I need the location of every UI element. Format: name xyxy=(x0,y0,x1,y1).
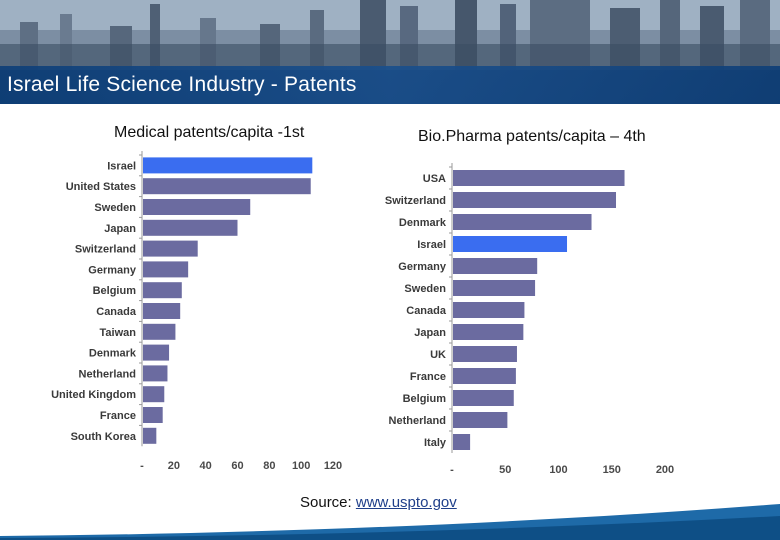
category-label: Sweden xyxy=(404,283,446,295)
bar-canada xyxy=(143,303,181,319)
x-tick-label: 50 xyxy=(499,464,511,476)
bar-germany xyxy=(143,261,189,278)
category-label: Switzerland xyxy=(385,195,446,207)
category-label: Switzerland xyxy=(75,244,136,256)
medical-chart-title: Medical patents/capita -1st xyxy=(114,124,305,141)
category-label: Israel xyxy=(417,239,446,251)
bar-sweden xyxy=(143,199,251,215)
bar-france xyxy=(453,368,516,384)
bar-denmark xyxy=(453,214,592,230)
category-label: Sweden xyxy=(94,202,136,214)
category-label: UK xyxy=(430,349,446,361)
bar-denmark xyxy=(143,344,170,361)
category-label: Belgium xyxy=(93,285,137,297)
source-label: Source: xyxy=(300,494,352,511)
category-label: France xyxy=(100,410,136,422)
category-label: France xyxy=(410,371,446,383)
bar-italy xyxy=(453,434,471,450)
source-note: Source: www.uspto.gov xyxy=(300,494,457,511)
category-label: Denmark xyxy=(399,217,447,229)
bar-taiwan xyxy=(143,323,176,340)
x-tick-label: 80 xyxy=(263,460,275,472)
city-skyline-image xyxy=(0,0,780,70)
bar-switzerland xyxy=(143,240,198,257)
header-banner xyxy=(0,0,780,104)
source-link[interactable]: www.uspto.gov xyxy=(355,494,457,511)
bar-belgium xyxy=(143,282,182,299)
category-label: USA xyxy=(423,173,446,185)
bar-canada xyxy=(453,302,525,318)
category-label: Canada xyxy=(406,305,447,317)
category-label: United States xyxy=(66,181,136,193)
category-label: Germany xyxy=(88,264,137,276)
bar-israel xyxy=(143,157,313,174)
bar-sweden xyxy=(453,280,536,296)
category-label: Japan xyxy=(104,223,136,235)
bar-united-kingdom xyxy=(143,386,165,403)
bar-germany xyxy=(453,258,538,274)
x-tick-label: 20 xyxy=(168,460,180,472)
category-label: Taiwan xyxy=(100,327,137,339)
category-label: Germany xyxy=(398,261,447,273)
x-tick-label: 100 xyxy=(292,460,310,472)
bar-south-korea xyxy=(143,427,157,444)
category-label: Belgium xyxy=(403,393,447,405)
category-label: United Kingdom xyxy=(51,389,136,401)
x-tick-label: - xyxy=(140,460,144,472)
bar-united-states xyxy=(143,178,311,195)
biopharma-chart-title: Bio.Pharma patents/capita – 4th xyxy=(418,128,646,145)
bar-usa xyxy=(453,170,625,186)
category-label: Italy xyxy=(424,437,447,449)
x-tick-label: 200 xyxy=(656,464,674,476)
category-label: Netherland xyxy=(79,368,136,380)
x-tick-label: 120 xyxy=(324,460,342,472)
footer-swoosh xyxy=(0,504,780,540)
bar-uk xyxy=(453,346,517,362)
bar-switzerland xyxy=(453,192,617,208)
category-label: Canada xyxy=(96,306,137,318)
title-strip xyxy=(0,66,780,104)
bar-japan xyxy=(453,324,524,340)
category-label: Netherland xyxy=(389,415,446,427)
bar-japan xyxy=(143,219,238,236)
bar-netherland xyxy=(453,412,508,428)
bar-france xyxy=(143,407,163,423)
x-tick-label: 150 xyxy=(603,464,621,476)
x-tick-label: 60 xyxy=(231,460,243,472)
bar-belgium xyxy=(453,390,514,406)
slide-title: Israel Life Science Industry - Patents xyxy=(7,73,357,96)
bar-netherland xyxy=(143,365,168,382)
category-label: Israel xyxy=(107,160,136,172)
x-tick-label: 100 xyxy=(549,464,567,476)
category-label: Japan xyxy=(414,327,446,339)
category-label: Denmark xyxy=(89,348,137,360)
category-label: South Korea xyxy=(71,431,137,443)
bar-israel xyxy=(453,236,568,252)
x-tick-label: - xyxy=(450,464,454,476)
x-tick-label: 40 xyxy=(200,460,212,472)
